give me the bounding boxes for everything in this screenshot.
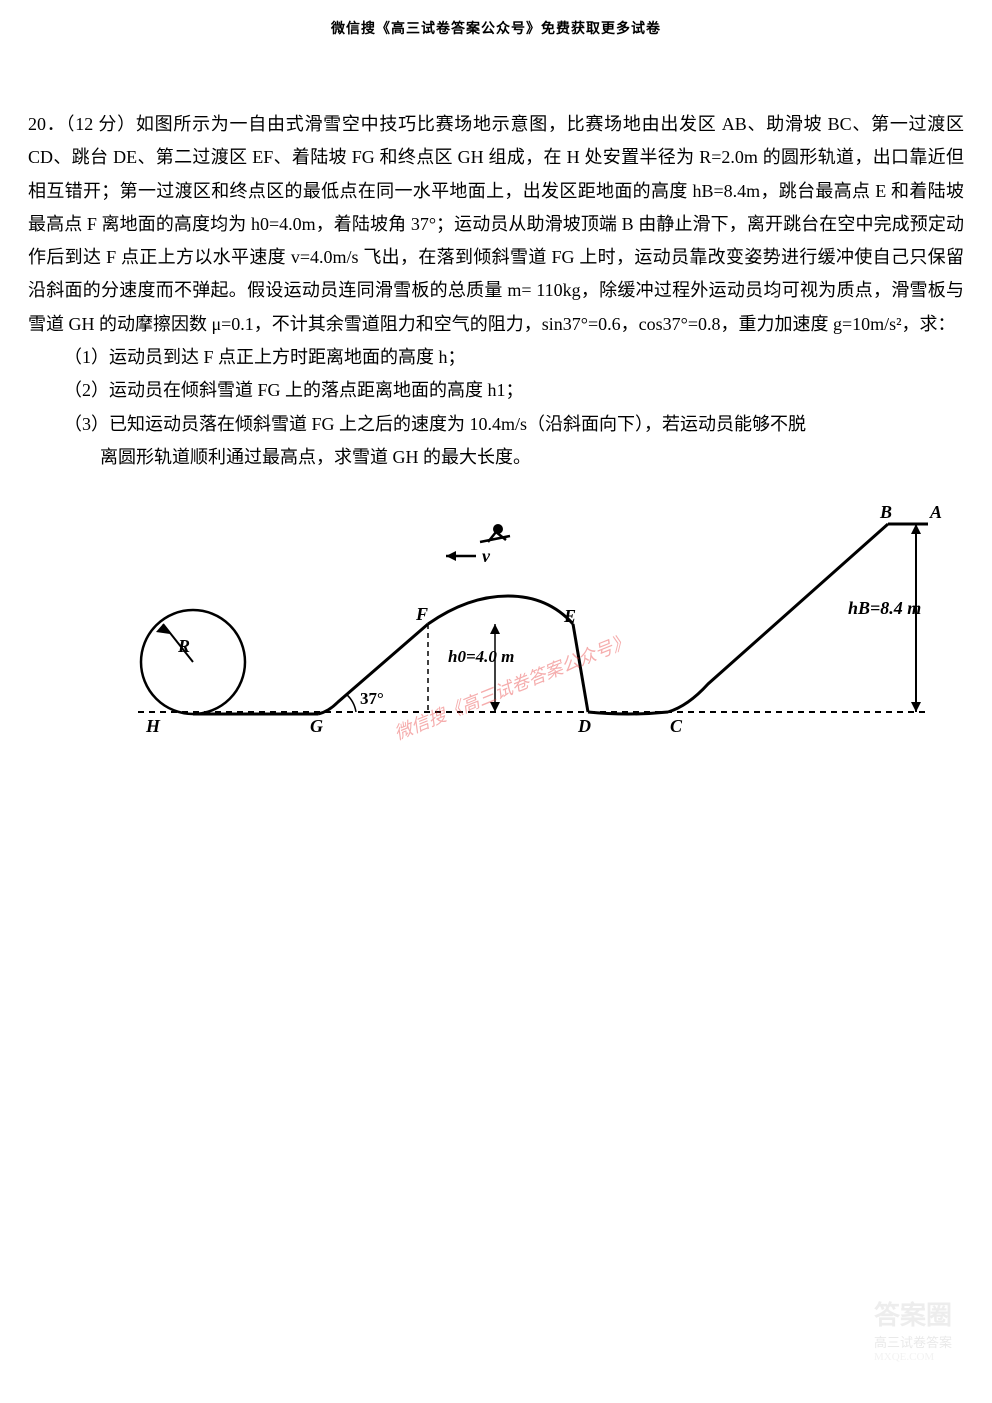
question-block: 20．（12 分）如图所示为一自由式滑雪空中技巧比赛场地示意图，比赛场地由出发区… [0,38,992,776]
sub-question-2: （2）运动员在倾斜雪道 FG 上的落点距离地面的高度 h1； [52,374,964,407]
header-note: 微信搜《高三试卷答案公众号》免费获取更多试卷 [0,0,992,38]
label-h0: h0=4.0 m [448,647,514,666]
question-number: 20． [28,114,65,134]
segment-BC [668,524,888,712]
label-G: G [310,716,323,736]
label-D: D [577,716,591,736]
label-F: F [415,604,428,624]
label-E: E [563,606,576,626]
watermark-subtext: 高三试卷答案 [874,1332,952,1351]
diagram: R H G 37° F E D C B A [28,484,964,775]
sub-question-3: （3）已知运动员落在倾斜雪道 FG 上之后的速度为 10.4m/s（沿斜面向下）… [52,408,964,441]
artifact-1 [530,900,546,924]
hB-arrow-down [911,702,921,712]
label-A: A [929,502,942,522]
question-main: 20．（12 分）如图所示为一自由式滑雪空中技巧比赛场地示意图，比赛场地由出发区… [28,108,964,341]
angle-arc [346,694,356,712]
question-points: （12 分） [65,114,135,134]
h0-arrow-up [490,624,500,634]
jump-platform [428,596,573,624]
question-body: 如图所示为一自由式滑雪空中技巧比赛场地示意图，比赛场地由出发区 AB、助滑坡 B… [28,114,964,334]
label-B: B [879,502,892,522]
label-v: v [482,546,491,566]
watermark-bottom: 答案圈 高三试卷答案 MXQE.COM [874,1295,952,1363]
watermark-url: MXQE.COM [874,1351,952,1363]
sub-question-3-continued: 离圆形轨道顺利通过最高点，求雪道 GH 的最大长度。 [28,441,964,474]
v-arrowhead [446,551,456,561]
diagram-svg: R H G 37° F E D C B A [28,484,948,764]
label-angle: 37° [360,689,384,708]
watermark-logo: 答案圈 [874,1295,952,1332]
sub-question-1: （1）运动员到达 F 点正上方时距离地面的高度 h； [52,341,964,374]
label-C: C [670,716,683,736]
skier-icon [480,524,510,542]
label-H: H [145,716,161,736]
label-R: R [177,636,190,656]
label-hB: hB=8.4 m [848,598,921,618]
